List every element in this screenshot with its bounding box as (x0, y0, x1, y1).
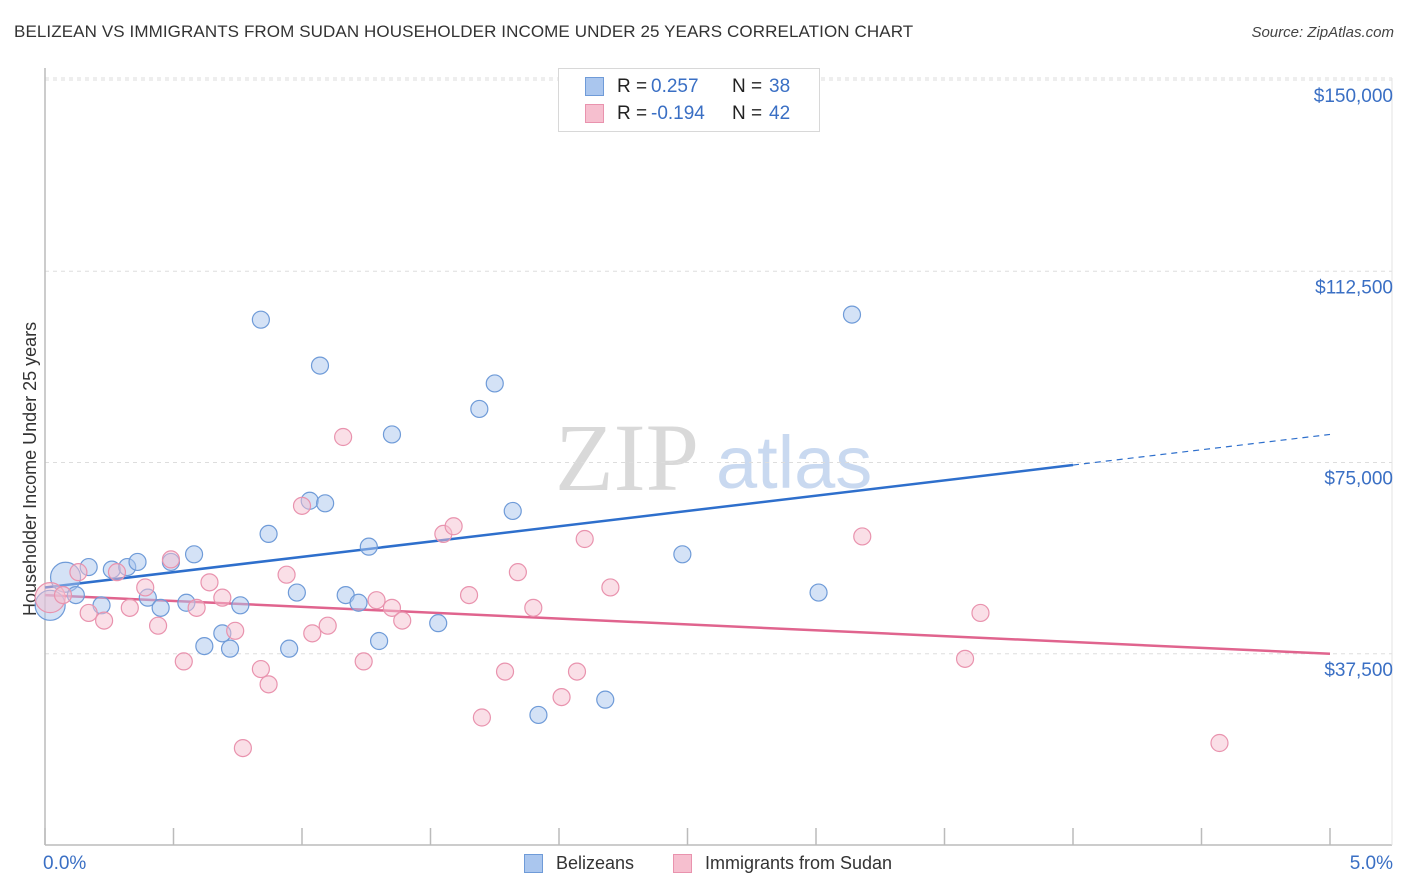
point-belizean (231, 596, 250, 615)
y-tick-label: $75,000 (1324, 469, 1393, 490)
y-tick-label: $37,500 (1324, 660, 1393, 681)
point-sudan (575, 529, 594, 549)
point-sudan (53, 585, 73, 605)
y-tick-label: $112,500 (1315, 277, 1393, 298)
y-tick-label: $150,000 (1314, 86, 1393, 107)
point-belizean (382, 425, 402, 444)
point-sudan (318, 616, 337, 635)
point-belizean (251, 310, 270, 329)
point-sudan (259, 675, 278, 694)
point-sudan (1210, 733, 1229, 753)
legend-swatch-pink (673, 854, 692, 873)
point-sudan (213, 588, 232, 607)
point-sudan (292, 496, 312, 515)
legend-n-value: 42 (769, 103, 791, 124)
point-belizean (195, 636, 214, 656)
point-belizean (529, 705, 548, 725)
point-belizean (220, 639, 240, 658)
point-sudan (382, 598, 402, 617)
point-sudan (601, 578, 620, 597)
point-sudan (495, 662, 515, 681)
point-sudan (955, 649, 975, 668)
point-belizean (259, 524, 278, 544)
legend-n-value: 38 (769, 76, 791, 97)
legend-r-value: 0.257 (651, 76, 699, 97)
point-sudan (79, 603, 98, 623)
point-sudan (69, 563, 88, 582)
point-sudan (524, 598, 543, 617)
legend-swatch-blue (524, 854, 543, 873)
point-belizean (184, 545, 204, 564)
legend-label-belizeans: Belizeans (556, 853, 635, 873)
point-sudan (277, 565, 296, 584)
point-belizean (151, 598, 170, 617)
point-sudan (95, 611, 114, 630)
point-sudan (367, 591, 386, 610)
point-sudan (233, 738, 252, 758)
point-sudan (971, 603, 990, 623)
legend-n-label: N = (732, 76, 763, 97)
point-sudan (107, 563, 127, 582)
point-sudan (200, 573, 219, 592)
watermark-zip: ZIP (555, 404, 699, 511)
point-belizean (596, 690, 615, 709)
point-sudan (136, 578, 155, 597)
trend-line-belizeans-extrapolated (1072, 433, 1331, 466)
legend-swatch-blue (585, 77, 604, 96)
trend-line-belizeans (44, 463, 1074, 589)
legend-swatch-pink (585, 104, 604, 123)
legend-n-label: N = (732, 103, 763, 124)
point-sudan (472, 708, 491, 727)
point-sudan (354, 652, 373, 671)
point-sudan (187, 598, 206, 617)
x-tick-label-min: 0.0% (43, 853, 86, 874)
point-sudan (148, 616, 168, 635)
point-belizean (429, 614, 448, 633)
axes (44, 68, 1393, 846)
point-belizean (485, 374, 504, 393)
point-belizean (287, 583, 306, 602)
point-belizean (359, 537, 378, 556)
point-sudan (334, 427, 353, 447)
point-sudan (161, 550, 181, 569)
point-sudan (393, 611, 412, 630)
grid-lines (45, 77, 1392, 655)
legend-r-label: R = (617, 76, 648, 97)
point-sudan (444, 517, 463, 536)
point-belizean (349, 593, 368, 612)
point-belizean (310, 356, 330, 375)
point-sudan (853, 527, 872, 546)
point-sudan (508, 563, 527, 582)
tick-labels: $37,500 $75,000 $112,500 $150,000 0.0% 5.0% (43, 86, 1393, 874)
point-belizean (842, 305, 862, 324)
point-sudan (226, 621, 245, 640)
point-sudan (174, 652, 193, 671)
data-points (34, 305, 1229, 758)
point-belizean (128, 552, 147, 572)
point-sudan (459, 585, 479, 605)
point-sudan (303, 624, 322, 643)
point-belizean (370, 631, 389, 651)
point-belizean (503, 501, 522, 521)
point-belizean (809, 583, 828, 602)
chart-title: BELIZEAN VS IMMIGRANTS FROM SUDAN HOUSEH… (14, 22, 914, 41)
point-sudan (552, 687, 571, 707)
trend-line-sudan (44, 593, 1331, 655)
point-sudan (567, 662, 587, 681)
legend-r-label: R = (617, 103, 648, 124)
point-belizean (673, 545, 692, 564)
trend-lines (44, 433, 1331, 655)
source-label: Source: ZipAtlas.com (1251, 24, 1394, 41)
point-sudan (120, 598, 139, 617)
point-belizean (316, 494, 335, 513)
x-tick-label-max: 5.0% (1350, 853, 1393, 874)
legend-label-sudan: Immigrants from Sudan (705, 853, 893, 873)
point-belizean (280, 639, 299, 658)
correlation-legend: R = 0.257 N = 38 R = -0.194 N = 42 (558, 68, 820, 132)
point-belizean (470, 399, 489, 419)
legend-r-value: -0.194 (651, 103, 705, 124)
point-sudan (251, 659, 270, 679)
